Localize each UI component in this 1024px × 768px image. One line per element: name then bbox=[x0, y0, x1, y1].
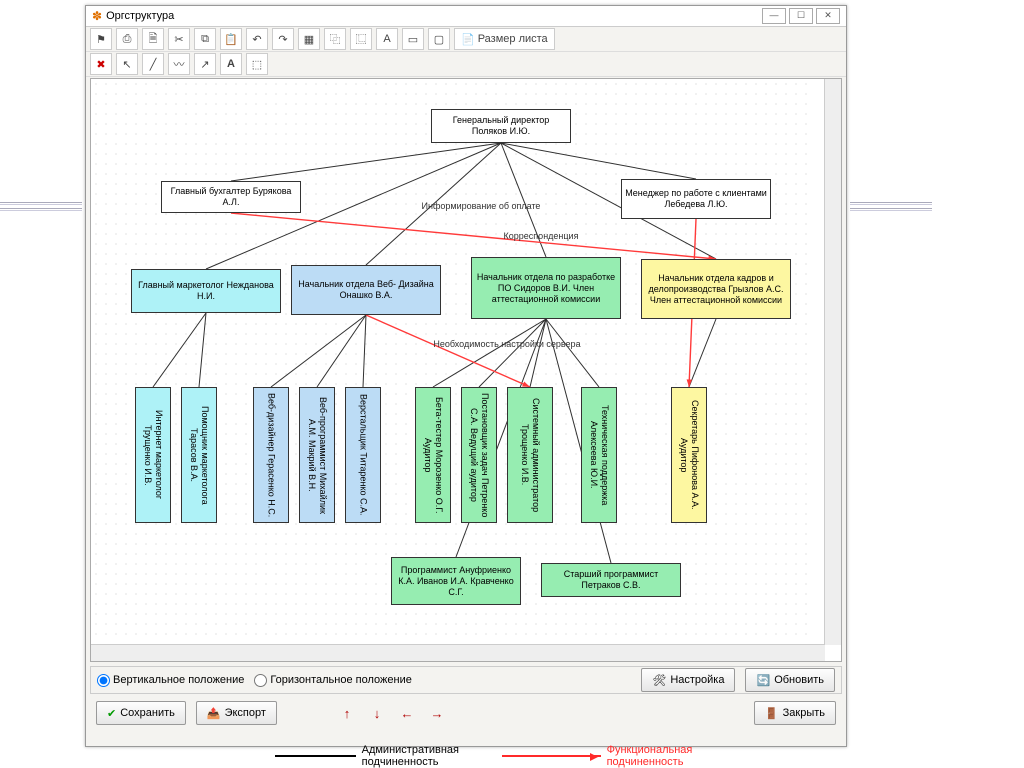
app-icon: ✽ bbox=[92, 9, 102, 23]
app-window: ✽ Оргструктура — ☐ ✕ ⚑ ⎙ 🗎 ✂ ⧉ 📋 ↶ ↷ ▦ ⿻… bbox=[85, 5, 847, 747]
maximize-button[interactable]: ☐ bbox=[789, 8, 813, 24]
toolbar-undo-icon[interactable]: ↶ bbox=[246, 28, 268, 50]
toolbar-flag-icon[interactable]: ⚑ bbox=[90, 28, 112, 50]
radio-horizontal[interactable]: Горизонтальное положение bbox=[254, 674, 411, 687]
bottom-panel: Вертикальное положение Горизонтальное по… bbox=[90, 666, 842, 742]
tool-arrow-icon[interactable]: ↗ bbox=[194, 53, 216, 75]
toolbar-main: ⚑ ⎙ 🗎 ✂ ⧉ 📋 ↶ ↷ ▦ ⿻ ⿺ A ▭ ▢ 📄 Размер лис… bbox=[86, 27, 846, 52]
node-v7[interactable]: Постановщик задач Петренко С.А. Ведущий … bbox=[461, 387, 497, 523]
org-chart-canvas[interactable]: Генеральный директор Поляков И.Ю. Главный… bbox=[91, 79, 811, 639]
node-v3[interactable]: Веб-дизайнер Герасенко Н.С. bbox=[253, 387, 289, 523]
node-v5[interactable]: Верстальщик Титаренко С.А. bbox=[345, 387, 381, 523]
page-size-button[interactable]: 📄 Размер листа bbox=[454, 28, 555, 50]
legend-func-label: Функциональная подчиненность bbox=[607, 744, 755, 768]
toolbar-cut-icon[interactable]: ✂ bbox=[168, 28, 190, 50]
node-v4[interactable]: Веб-программист Михайлик А.М. Макрий В.Н… bbox=[299, 387, 335, 523]
toolbar-redo-icon[interactable]: ↷ bbox=[272, 28, 294, 50]
save-button[interactable]: ✔Сохранить bbox=[96, 701, 186, 725]
tool-curve-icon[interactable]: 〰 bbox=[168, 53, 190, 75]
toolbar-shapes: ✖ ↖ ╱ 〰 ↗ A ⬚ bbox=[86, 52, 846, 77]
minimize-button[interactable]: — bbox=[762, 8, 786, 24]
node-v6[interactable]: Бета-тестер Морозенко О.Г. Аудитор bbox=[415, 387, 451, 523]
toolbar-ungroup-icon[interactable]: ⿺ bbox=[350, 28, 372, 50]
node-sprog[interactable]: Старший программист Петраков С.В. bbox=[541, 563, 681, 597]
toolbar-image-icon[interactable]: ▦ bbox=[298, 28, 320, 50]
radio-vertical[interactable]: Вертикальное положение bbox=[97, 674, 244, 687]
node-hr[interactable]: Начальник отдела кадров и делопроизводст… bbox=[641, 259, 791, 319]
page-size-label: Размер листа bbox=[478, 33, 548, 45]
arrow-up-icon[interactable]: ↑ bbox=[337, 706, 357, 721]
node-v1[interactable]: Интернет маркетолог Трущенко И.В. bbox=[135, 387, 171, 523]
free-label: Корреспонденция bbox=[461, 231, 621, 241]
settings-button[interactable]: 🛠Настройка bbox=[641, 668, 735, 692]
arrow-left-icon[interactable]: ← bbox=[397, 706, 417, 721]
close-button[interactable]: 🚪Закрыть bbox=[754, 701, 836, 725]
node-mgr[interactable]: Менеджер по работе с клиентами Лебедева … bbox=[621, 179, 771, 219]
export-button[interactable]: 📤Экспорт bbox=[196, 701, 277, 725]
tool-box-icon[interactable]: ⬚ bbox=[246, 53, 268, 75]
tool-pointer-icon[interactable]: ↖ bbox=[116, 53, 138, 75]
free-label: Информирование об оплате bbox=[401, 201, 561, 211]
window-title: Оргструктура bbox=[106, 10, 759, 22]
arrow-down-icon[interactable]: ↓ bbox=[367, 706, 387, 721]
toolbar-print-icon[interactable]: ⎙ bbox=[116, 28, 138, 50]
edges-layer bbox=[91, 79, 811, 639]
node-v8[interactable]: Системный администратор Трощенко И.В. bbox=[507, 387, 553, 523]
node-acc[interactable]: Главный бухгалтер Бурякова А.Л. bbox=[161, 181, 301, 213]
scrollbar-horizontal[interactable] bbox=[91, 644, 825, 661]
toolbar-text-icon[interactable]: A bbox=[376, 28, 398, 50]
node-mkt[interactable]: Главный маркетолог Нежданова Н.И. bbox=[131, 269, 281, 313]
toolbar-group-icon[interactable]: ⿻ bbox=[324, 28, 346, 50]
node-v2[interactable]: Помощник маркетолога Тарасов В.А. bbox=[181, 387, 217, 523]
toolbar-copy-icon[interactable]: ⧉ bbox=[194, 28, 216, 50]
legend-func-line bbox=[502, 755, 601, 757]
node-v10[interactable]: Секретарь Пифонова А.А. Аудитор bbox=[671, 387, 707, 523]
node-v9[interactable]: Техническая поддержка Алексеева Ю.И. bbox=[581, 387, 617, 523]
legend-admin-line bbox=[275, 755, 356, 757]
node-ceo[interactable]: Генеральный директор Поляков И.Ю. bbox=[431, 109, 571, 143]
legend: Административная подчиненность Функциона… bbox=[275, 745, 755, 767]
tool-line-icon[interactable]: ╱ bbox=[142, 53, 164, 75]
toolbar-paste-icon[interactable]: 📋 bbox=[220, 28, 242, 50]
legend-admin-label: Административная подчиненность bbox=[362, 744, 478, 768]
arrow-right-icon[interactable]: → bbox=[427, 706, 447, 721]
canvas-viewport: Генеральный директор Поляков И.Ю. Главный… bbox=[90, 78, 842, 662]
tool-delete-icon[interactable]: ✖ bbox=[90, 53, 112, 75]
node-web[interactable]: Начальник отдела Веб- Дизайна Онашко В.А… bbox=[291, 265, 441, 315]
title-bar: ✽ Оргструктура — ☐ ✕ bbox=[86, 6, 846, 27]
node-prog[interactable]: Программист Ануфриенко К.А. Иванов И.А. … bbox=[391, 557, 521, 605]
scrollbar-vertical[interactable] bbox=[824, 79, 841, 645]
node-dev[interactable]: Начальник отдела по разработке ПО Сидоро… bbox=[471, 257, 621, 319]
toolbar-blank-icon[interactable]: ▢ bbox=[428, 28, 450, 50]
tool-label-icon[interactable]: A bbox=[220, 53, 242, 75]
toolbar-rect-icon[interactable]: ▭ bbox=[402, 28, 424, 50]
toolbar-preview-icon[interactable]: 🗎 bbox=[142, 28, 164, 50]
refresh-button[interactable]: 🔄Обновить bbox=[745, 668, 835, 692]
free-label: Необходимость настройки сервера bbox=[427, 339, 587, 349]
close-window-button[interactable]: ✕ bbox=[816, 8, 840, 24]
